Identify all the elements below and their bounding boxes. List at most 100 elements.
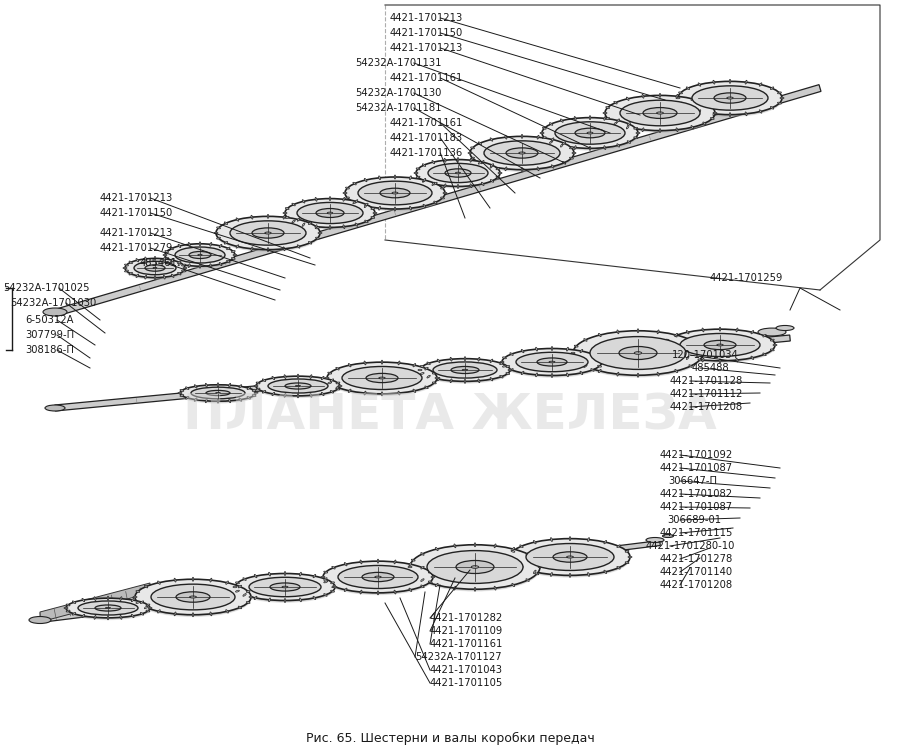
Ellipse shape: [441, 197, 445, 199]
Ellipse shape: [526, 579, 529, 581]
Ellipse shape: [575, 128, 605, 138]
Ellipse shape: [491, 359, 493, 362]
Ellipse shape: [510, 369, 513, 371]
Ellipse shape: [136, 602, 140, 603]
Ellipse shape: [571, 352, 575, 354]
Ellipse shape: [590, 369, 594, 371]
Ellipse shape: [145, 257, 147, 261]
Ellipse shape: [678, 82, 782, 115]
Ellipse shape: [502, 350, 602, 377]
Ellipse shape: [703, 122, 706, 125]
Ellipse shape: [454, 544, 456, 547]
Ellipse shape: [491, 163, 494, 166]
Ellipse shape: [751, 356, 753, 359]
Ellipse shape: [316, 209, 344, 218]
Ellipse shape: [626, 562, 629, 563]
Ellipse shape: [616, 144, 619, 147]
Ellipse shape: [233, 587, 237, 588]
Ellipse shape: [398, 391, 400, 395]
Ellipse shape: [256, 378, 340, 398]
Ellipse shape: [588, 538, 590, 541]
Ellipse shape: [763, 334, 766, 337]
Ellipse shape: [511, 562, 515, 563]
Ellipse shape: [537, 358, 567, 366]
Ellipse shape: [324, 593, 327, 596]
Text: Рис. 65. Шестерни и валы коробки передач: Рис. 65. Шестерни и валы коробки передач: [306, 731, 594, 745]
Ellipse shape: [205, 399, 207, 403]
Ellipse shape: [151, 584, 235, 610]
Ellipse shape: [420, 358, 510, 381]
Ellipse shape: [283, 212, 287, 214]
Ellipse shape: [692, 86, 768, 110]
Ellipse shape: [165, 246, 235, 269]
Ellipse shape: [416, 162, 500, 189]
Ellipse shape: [177, 273, 181, 275]
Text: 120-1701034: 120-1701034: [672, 350, 739, 360]
Ellipse shape: [315, 225, 317, 229]
Ellipse shape: [216, 217, 320, 250]
Ellipse shape: [178, 262, 181, 266]
Ellipse shape: [328, 372, 331, 374]
Ellipse shape: [665, 331, 775, 362]
Ellipse shape: [678, 82, 782, 115]
Ellipse shape: [313, 596, 316, 599]
Ellipse shape: [94, 615, 96, 619]
Ellipse shape: [688, 364, 692, 367]
Ellipse shape: [148, 607, 152, 608]
Ellipse shape: [216, 217, 320, 251]
Ellipse shape: [542, 117, 638, 148]
Ellipse shape: [562, 161, 566, 164]
Ellipse shape: [328, 382, 331, 384]
Ellipse shape: [470, 158, 472, 162]
Ellipse shape: [145, 275, 147, 279]
Ellipse shape: [336, 388, 340, 390]
Ellipse shape: [272, 376, 274, 380]
Text: 4421-1701136: 4421-1701136: [390, 148, 464, 158]
Ellipse shape: [760, 110, 762, 113]
Ellipse shape: [163, 257, 166, 261]
Ellipse shape: [751, 331, 753, 334]
Ellipse shape: [72, 612, 76, 615]
Ellipse shape: [216, 218, 320, 251]
Ellipse shape: [364, 220, 368, 223]
Ellipse shape: [471, 147, 474, 149]
Ellipse shape: [66, 600, 150, 620]
Ellipse shape: [587, 132, 593, 134]
Ellipse shape: [713, 81, 715, 84]
Ellipse shape: [604, 570, 607, 574]
Ellipse shape: [133, 596, 137, 598]
Ellipse shape: [427, 362, 430, 364]
Ellipse shape: [642, 128, 643, 132]
Ellipse shape: [538, 566, 542, 568]
Ellipse shape: [135, 580, 251, 615]
Ellipse shape: [502, 349, 602, 376]
Ellipse shape: [572, 152, 576, 154]
Ellipse shape: [373, 212, 377, 214]
Ellipse shape: [300, 572, 302, 576]
Ellipse shape: [313, 575, 316, 578]
Ellipse shape: [606, 117, 609, 120]
Ellipse shape: [470, 139, 574, 172]
Ellipse shape: [292, 220, 295, 223]
Text: 4421-1701112: 4421-1701112: [670, 389, 743, 399]
Ellipse shape: [710, 117, 715, 120]
Ellipse shape: [434, 201, 437, 204]
Ellipse shape: [247, 590, 250, 593]
Ellipse shape: [131, 614, 134, 617]
Ellipse shape: [180, 395, 184, 397]
Ellipse shape: [637, 373, 639, 377]
Ellipse shape: [634, 127, 637, 130]
Ellipse shape: [265, 232, 271, 234]
Ellipse shape: [72, 601, 76, 604]
Ellipse shape: [163, 275, 166, 279]
Ellipse shape: [342, 367, 422, 389]
Ellipse shape: [135, 581, 251, 617]
Ellipse shape: [217, 237, 220, 239]
Text: 4421-1701092: 4421-1701092: [660, 450, 733, 460]
Ellipse shape: [345, 178, 445, 209]
Ellipse shape: [129, 261, 132, 264]
Ellipse shape: [95, 605, 121, 611]
Ellipse shape: [321, 376, 324, 380]
Ellipse shape: [457, 157, 459, 162]
Ellipse shape: [614, 122, 617, 125]
